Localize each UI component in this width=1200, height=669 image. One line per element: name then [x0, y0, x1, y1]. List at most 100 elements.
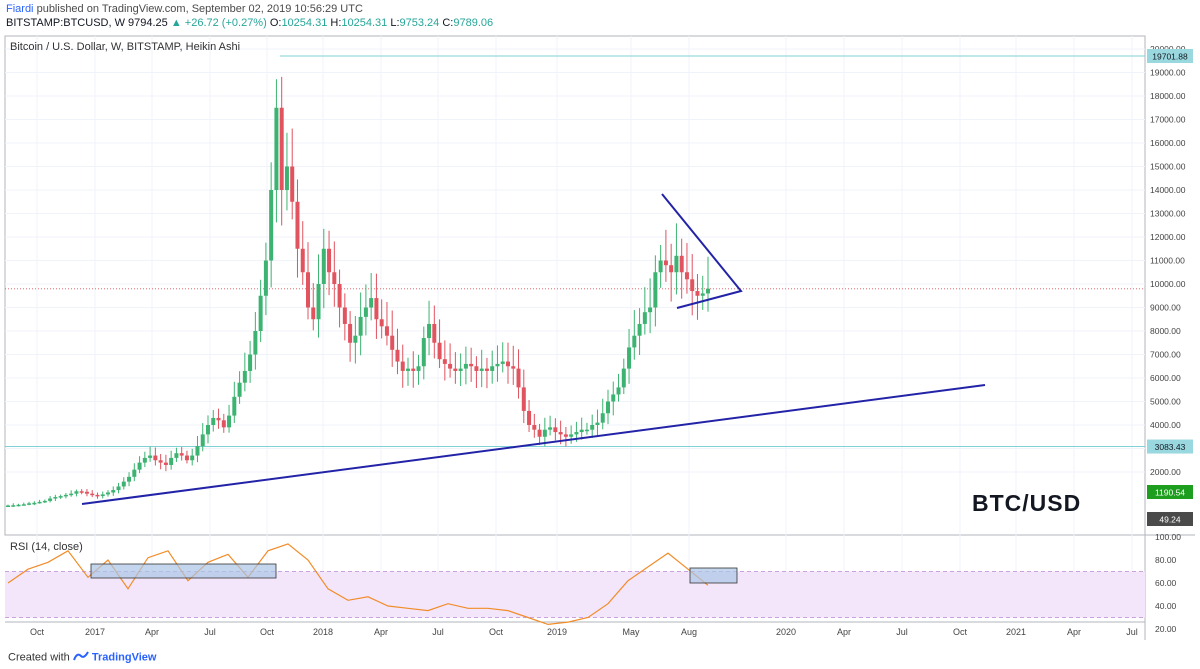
rsi-band [5, 571, 1145, 618]
price-tick-label: 9000.00 [1150, 303, 1181, 313]
candle-body [206, 425, 210, 435]
candle-body [353, 335, 358, 343]
candle-body [400, 361, 405, 371]
candle-body [369, 298, 374, 308]
grid [4, 35, 1195, 640]
candle-body [411, 368, 416, 371]
candle-body [506, 361, 510, 367]
rsi-tick-label: 40.00 [1155, 601, 1177, 611]
candle-body [384, 326, 389, 336]
candle-body [132, 469, 137, 477]
candle-body [663, 260, 668, 266]
author-link[interactable]: Fiardi [6, 3, 34, 15]
candle-body [163, 462, 168, 465]
high-value: 10254.31 [341, 17, 388, 29]
candle-body [379, 319, 384, 327]
candle-body [358, 316, 363, 336]
candle-body [348, 323, 353, 343]
candle-body [227, 415, 232, 428]
candle-body [474, 366, 479, 371]
price-badge-label: 19701.88 [1152, 52, 1188, 62]
candle-body [432, 323, 437, 343]
candle-body [190, 455, 195, 461]
candle-body [142, 457, 147, 463]
created-with-text: Created with [8, 651, 70, 664]
candle-body [195, 446, 200, 456]
candle-body [684, 272, 689, 280]
last-price: 9794.25 [128, 17, 168, 29]
quote-line: BITSTAMP:BTCUSD, W 9794.25 ▲ +26.72 (+0.… [6, 17, 493, 29]
candle-body [153, 455, 158, 461]
publish-info: Fiardi published on TradingView.com, Sep… [6, 3, 363, 15]
candle-body [311, 307, 316, 320]
candle-body [121, 481, 126, 487]
candle-body [442, 359, 447, 364]
candle-body [553, 427, 558, 433]
candle-body [648, 307, 653, 313]
price-tick-label: 10000.00 [1150, 279, 1186, 289]
candle-body [700, 293, 705, 296]
candle-body [416, 366, 421, 371]
candle-body [127, 476, 132, 482]
candle-body [342, 307, 347, 324]
rsi-tick-label: 20.00 [1155, 624, 1177, 634]
rsi-highlight-box [90, 563, 277, 579]
candle-body [679, 255, 684, 273]
candle-body [484, 368, 489, 371]
price-badge-label: 3083.43 [1155, 442, 1186, 452]
time-tick-label: Jul [896, 627, 908, 637]
candle-body [279, 107, 284, 190]
price-tick-label: 4000.00 [1150, 420, 1181, 430]
candle-body [74, 491, 79, 494]
rsi-tick-label: 60.00 [1155, 578, 1177, 588]
candle-body [653, 272, 658, 308]
candle-body [237, 382, 242, 397]
price-change: ▲ +26.72 (+0.27%) [170, 17, 267, 29]
candle-body [137, 462, 142, 470]
candle-body [232, 396, 237, 416]
time-tick-label: Apr [145, 627, 159, 637]
price-badge-label: 1190.54 [1155, 488, 1185, 498]
candle-body [479, 368, 484, 371]
footer: Created with TradingView [8, 650, 156, 665]
candle-body [584, 429, 589, 432]
candle-body [606, 401, 610, 414]
support-trendline [81, 384, 986, 505]
tradingview-brand[interactable]: TradingView [91, 651, 157, 664]
candle-body [69, 493, 74, 496]
time-tick-label: Oct [30, 627, 45, 637]
rsi-line [7, 543, 709, 626]
time-tick-label: Jul [432, 627, 444, 637]
candle-body [269, 190, 274, 261]
time-tick-label: Jul [1126, 627, 1138, 637]
time-tick-label: Apr [1067, 627, 1081, 637]
candle-body [669, 265, 674, 273]
candle-body [327, 248, 332, 273]
candle-body [516, 368, 521, 388]
candle-body [627, 347, 632, 369]
price-tick-label: 5000.00 [1150, 397, 1181, 407]
price-tick-label: 7000.00 [1150, 350, 1181, 360]
close-label: C: [442, 17, 454, 29]
candle-body [595, 422, 600, 425]
time-tick-label: Jul [204, 627, 216, 637]
candle-body [469, 363, 474, 367]
candle-body [11, 505, 16, 507]
price-tick-label: 6000.00 [1150, 373, 1181, 383]
price-tick-label: 17000.00 [1150, 115, 1186, 125]
candle-body [263, 260, 268, 296]
time-tick-label: Apr [374, 627, 388, 637]
time-tick-label: 2020 [776, 627, 796, 637]
rsi-pane [5, 543, 1145, 626]
triangle-pattern [661, 193, 743, 309]
candle-body [453, 368, 458, 371]
candle-body [490, 366, 495, 371]
candle-body [437, 342, 442, 360]
candle-body [148, 455, 153, 458]
publish-text: published on TradingView.com, September … [36, 3, 363, 15]
candle-body [242, 370, 247, 383]
candle-body [300, 248, 305, 273]
candle-body [90, 493, 95, 496]
candle-body [642, 312, 647, 324]
